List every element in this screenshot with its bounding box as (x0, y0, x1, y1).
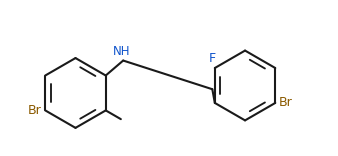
Text: Br: Br (279, 96, 293, 110)
Text: F: F (209, 52, 216, 65)
Text: Br: Br (28, 104, 42, 117)
Text: NH: NH (113, 45, 131, 58)
